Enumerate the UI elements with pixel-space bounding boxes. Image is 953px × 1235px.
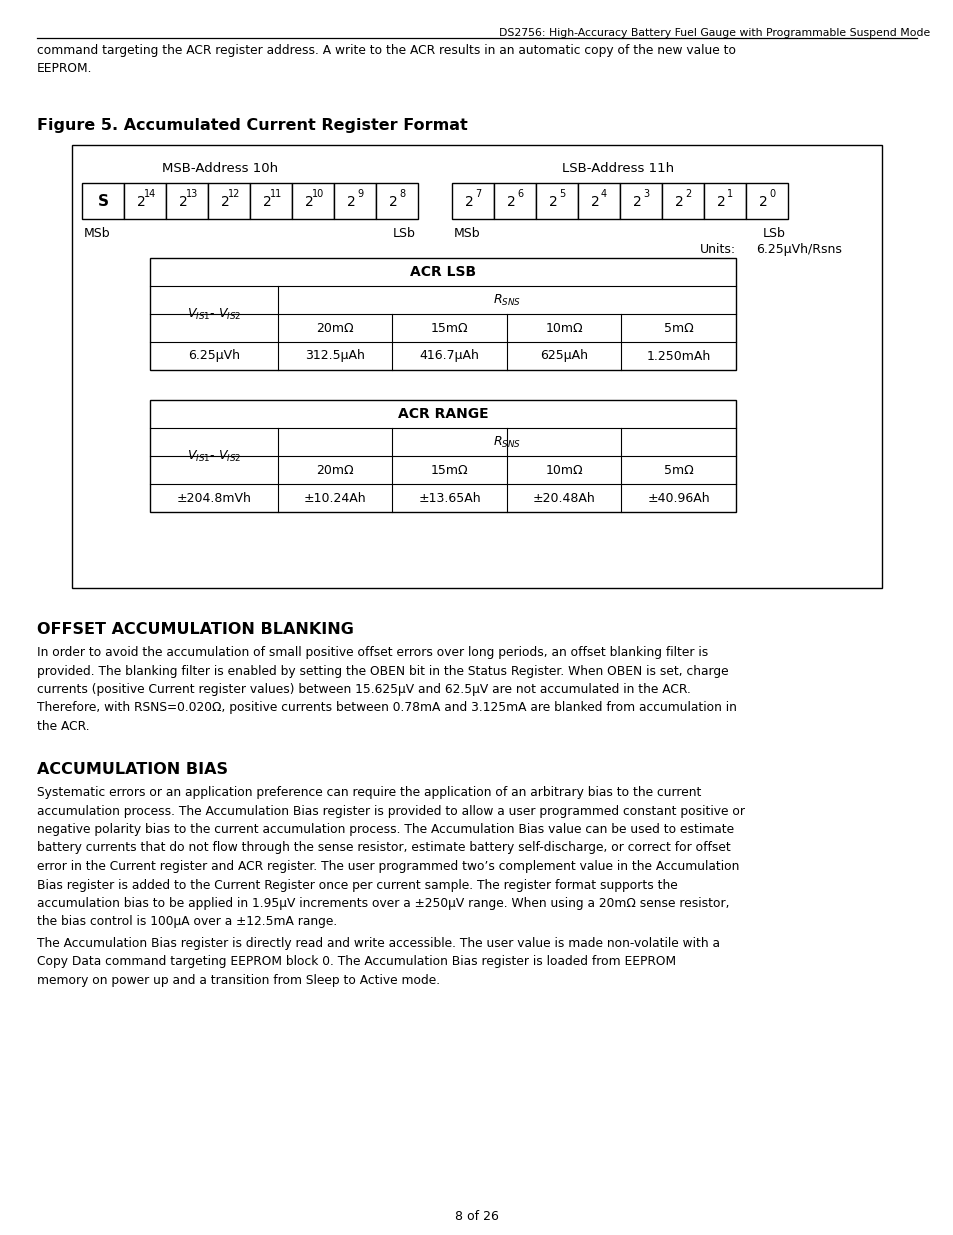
- Text: 10mΩ: 10mΩ: [545, 463, 582, 477]
- Text: 2: 2: [304, 195, 313, 209]
- Text: 0: 0: [768, 189, 774, 199]
- Text: LSB-Address 11h: LSB-Address 11h: [561, 162, 674, 175]
- Text: 2: 2: [136, 195, 145, 209]
- Bar: [452, 183, 494, 219]
- Bar: [745, 183, 787, 219]
- Bar: [124, 183, 166, 219]
- Text: The Accumulation Bias register is directly read and write accessible. The user v: The Accumulation Bias register is direct…: [37, 937, 720, 987]
- Text: 2: 2: [346, 195, 355, 209]
- Text: ±13.65Ah: ±13.65Ah: [418, 492, 480, 505]
- Text: 13: 13: [186, 189, 198, 199]
- Text: 2: 2: [388, 195, 397, 209]
- Text: 3: 3: [642, 189, 648, 199]
- Bar: [250, 183, 292, 219]
- Text: 6.25μVh: 6.25μVh: [188, 350, 240, 363]
- Text: 312.5μAh: 312.5μAh: [305, 350, 365, 363]
- Text: 2: 2: [178, 195, 187, 209]
- Bar: [292, 183, 334, 219]
- Text: Units:: Units:: [700, 243, 736, 256]
- Text: 2: 2: [632, 195, 640, 209]
- Text: 12: 12: [228, 189, 240, 199]
- Bar: [150, 258, 735, 370]
- Text: 8 of 26: 8 of 26: [455, 1210, 498, 1223]
- Text: 4: 4: [600, 189, 606, 199]
- Text: ±204.8mVh: ±204.8mVh: [176, 492, 252, 505]
- Text: $R_{SNS}$: $R_{SNS}$: [493, 435, 520, 450]
- Text: 2: 2: [590, 195, 598, 209]
- Bar: [166, 183, 208, 219]
- Text: 20mΩ: 20mΩ: [316, 463, 354, 477]
- Text: 2: 2: [506, 195, 515, 209]
- Text: 2: 2: [674, 195, 682, 209]
- Bar: [619, 183, 661, 219]
- Text: OFFSET ACCUMULATION BLANKING: OFFSET ACCUMULATION BLANKING: [37, 622, 354, 637]
- Text: Figure 5. Accumulated Current Register Format: Figure 5. Accumulated Current Register F…: [37, 119, 467, 133]
- Text: 10mΩ: 10mΩ: [545, 321, 582, 335]
- Text: 9: 9: [356, 189, 363, 199]
- Bar: [82, 183, 124, 219]
- Text: 2: 2: [220, 195, 229, 209]
- Text: ±20.48Ah: ±20.48Ah: [533, 492, 595, 505]
- Text: 2: 2: [464, 195, 473, 209]
- Bar: [578, 183, 619, 219]
- Text: 1.250mAh: 1.250mAh: [646, 350, 710, 363]
- Text: MSb: MSb: [84, 227, 111, 240]
- Text: 11: 11: [270, 189, 282, 199]
- Text: 1: 1: [726, 189, 732, 199]
- Text: MSb: MSb: [454, 227, 480, 240]
- Bar: [375, 183, 417, 219]
- Bar: [494, 183, 536, 219]
- Text: Systematic errors or an application preference can require the application of an: Systematic errors or an application pref…: [37, 785, 744, 929]
- Text: S: S: [97, 194, 109, 209]
- Text: 7: 7: [475, 189, 480, 199]
- Text: 5: 5: [558, 189, 564, 199]
- Text: command targeting the ACR register address. A write to the ACR results in an aut: command targeting the ACR register addre…: [37, 44, 735, 75]
- Bar: [703, 183, 745, 219]
- Text: LSb: LSb: [762, 227, 785, 240]
- Text: 625μAh: 625μAh: [539, 350, 588, 363]
- Text: 6: 6: [517, 189, 522, 199]
- Text: MSB-Address 10h: MSB-Address 10h: [162, 162, 277, 175]
- Bar: [661, 183, 703, 219]
- Text: 416.7μAh: 416.7μAh: [419, 350, 479, 363]
- Text: 5mΩ: 5mΩ: [663, 321, 693, 335]
- Text: 2: 2: [548, 195, 557, 209]
- Text: $V_{IS1}$- $V_{IS2}$: $V_{IS1}$- $V_{IS2}$: [187, 448, 241, 463]
- Text: ACR LSB: ACR LSB: [410, 266, 476, 279]
- Bar: [208, 183, 250, 219]
- Text: 2: 2: [716, 195, 724, 209]
- Text: In order to avoid the accumulation of small positive offset errors over long per: In order to avoid the accumulation of sm…: [37, 646, 736, 734]
- Text: $R_{SNS}$: $R_{SNS}$: [493, 293, 520, 308]
- Text: ±40.96Ah: ±40.96Ah: [647, 492, 709, 505]
- Text: 14: 14: [144, 189, 156, 199]
- Bar: [71, 144, 882, 588]
- Text: ACR RANGE: ACR RANGE: [397, 408, 488, 421]
- Text: 2: 2: [262, 195, 271, 209]
- Text: 8: 8: [398, 189, 405, 199]
- Text: $V_{IS1}$- $V_{IS2}$: $V_{IS1}$- $V_{IS2}$: [187, 306, 241, 321]
- Text: 15mΩ: 15mΩ: [431, 321, 468, 335]
- Text: DS2756: High-Accuracy Battery Fuel Gauge with Programmable Suspend Mode: DS2756: High-Accuracy Battery Fuel Gauge…: [498, 28, 929, 38]
- Text: 2: 2: [684, 189, 690, 199]
- Text: 15mΩ: 15mΩ: [431, 463, 468, 477]
- Text: 6.25μVh/Rsns: 6.25μVh/Rsns: [755, 243, 841, 256]
- Text: 20mΩ: 20mΩ: [316, 321, 354, 335]
- Text: 5mΩ: 5mΩ: [663, 463, 693, 477]
- Text: LSb: LSb: [393, 227, 416, 240]
- Text: ACCUMULATION BIAS: ACCUMULATION BIAS: [37, 762, 228, 777]
- Bar: [536, 183, 578, 219]
- Text: ±10.24Ah: ±10.24Ah: [304, 492, 366, 505]
- Text: 2: 2: [758, 195, 766, 209]
- Bar: [334, 183, 375, 219]
- Bar: [150, 400, 735, 513]
- Text: 10: 10: [312, 189, 324, 199]
